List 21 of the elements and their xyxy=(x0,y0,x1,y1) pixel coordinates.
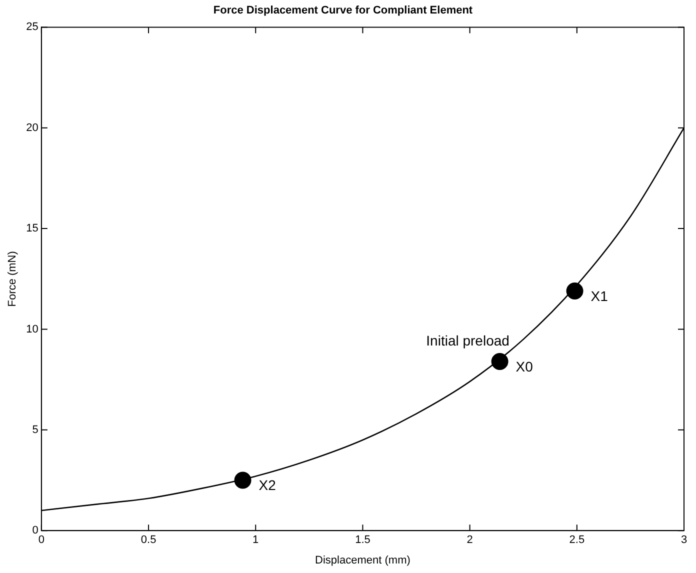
y-tick-label: 0 xyxy=(32,524,38,537)
y-tick-label: 20 xyxy=(26,122,38,134)
x-axis-title: Displacement (mm) xyxy=(315,554,410,566)
x-tick-label: 2.5 xyxy=(569,534,585,546)
y-tick-label: 25 xyxy=(26,21,38,34)
x-tick-label: 1.5 xyxy=(355,534,370,546)
chart-title: Force Displacement Curve for Compliant Element xyxy=(213,4,473,17)
annotation: X1 xyxy=(590,288,608,304)
x-tick-label: 0.5 xyxy=(140,534,156,546)
x-tick-label: 3 xyxy=(680,534,688,546)
annotation: Initial preload xyxy=(426,332,510,348)
annotation: X2 xyxy=(258,477,276,494)
y-tick-label: 15 xyxy=(26,222,38,235)
y-tick-label: 5 xyxy=(32,424,38,436)
point xyxy=(566,282,584,300)
y-tick-label: 10 xyxy=(26,323,38,336)
point xyxy=(491,352,508,370)
annotation: X0 xyxy=(516,358,534,374)
y-axis-title: Force (mN) xyxy=(6,251,19,307)
x-tick-label: 2 xyxy=(466,534,473,546)
x-tick-label: 1 xyxy=(252,534,259,546)
